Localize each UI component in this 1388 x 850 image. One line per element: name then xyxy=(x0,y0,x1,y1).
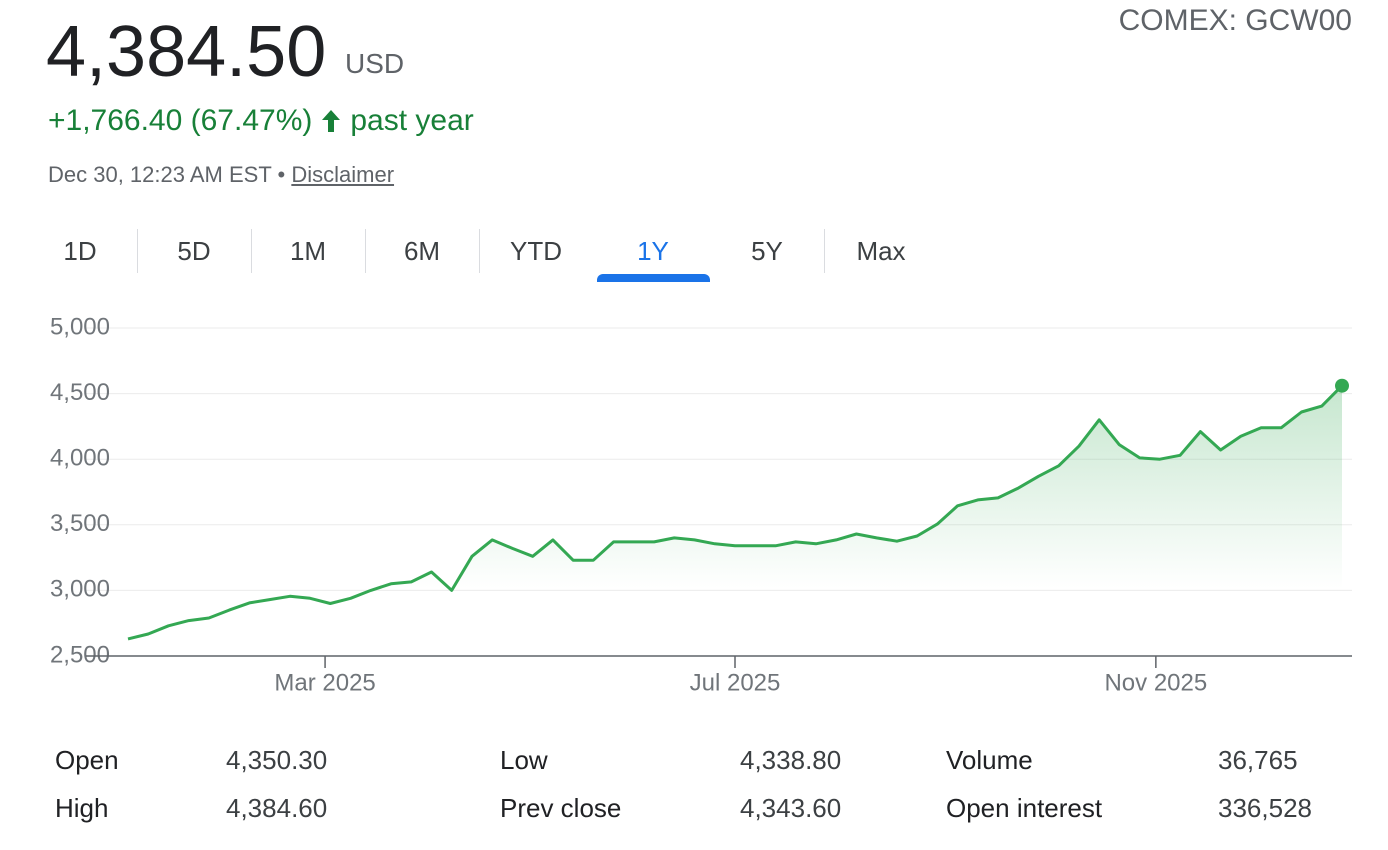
area xyxy=(128,385,1342,656)
date-row: Dec 30, 12:23 AM EST • Disclaimer xyxy=(48,162,394,188)
range-tab[interactable]: YTD xyxy=(510,236,562,266)
x-tick-label: Jul 2025 xyxy=(690,669,781,696)
stat-label: Open interest xyxy=(946,793,1103,823)
stat-label: Open xyxy=(55,745,119,775)
stat-value: 336,528 xyxy=(1218,793,1312,823)
stat-label: Low xyxy=(500,745,548,775)
price-line xyxy=(127,384,1344,641)
range-tab[interactable]: 1D xyxy=(63,236,97,266)
range-tab[interactable]: 1Y xyxy=(637,236,669,266)
range-tab[interactable]: 6M xyxy=(403,236,441,266)
tab-divider xyxy=(365,229,366,273)
range-tab[interactable]: 5Y xyxy=(751,236,783,266)
stat-label: Prev close xyxy=(500,793,622,823)
timestamp: Dec 30, 12:23 AM EST xyxy=(48,162,272,187)
x-tick-label: Mar 2025 xyxy=(274,669,375,696)
price: 4,384.50 xyxy=(46,12,327,92)
disclaimer-link[interactable]: Disclaimer xyxy=(291,162,395,187)
y-tick-label: 3,500 xyxy=(50,510,110,537)
range-tab[interactable]: Max xyxy=(856,236,906,266)
stat-value: 4,343.60 xyxy=(740,793,842,823)
stat-value: 36,765 xyxy=(1218,745,1298,775)
tab-divider xyxy=(824,229,825,273)
y-tick-label: 4,500 xyxy=(50,379,110,406)
chart: 2,500 3,000 3,500 4,000 4,500 5,000 Mar 2025 Ju… xyxy=(50,313,1352,696)
separator: • xyxy=(277,162,286,187)
y-tick-label: 5,000 xyxy=(50,313,110,340)
range-tab[interactable]: 5D xyxy=(177,236,211,266)
stat-label: Volume xyxy=(946,745,1033,775)
x-tick-label: Nov 2025 xyxy=(1104,669,1207,696)
active-tab-indicator xyxy=(597,274,710,282)
range-tab[interactable]: 1M xyxy=(289,236,327,266)
y-tick-label: 3,000 xyxy=(50,576,110,603)
tab-divider xyxy=(137,229,138,273)
up-arrow xyxy=(322,110,341,132)
stat-value: 4,384.60 xyxy=(226,793,328,823)
tab-divider xyxy=(479,229,480,273)
currency: USD xyxy=(345,48,405,79)
period: past year xyxy=(350,104,474,137)
change: +1,766.40 (67.47%) xyxy=(48,104,313,137)
y-tick-label: 4,000 xyxy=(50,445,110,472)
tab-divider xyxy=(251,229,252,273)
change-row: +1,766.40 (67.47%) past year xyxy=(48,104,474,138)
exchange: COMEX: GCW00 xyxy=(1118,4,1352,37)
last-point xyxy=(1335,378,1349,393)
stat-value: 4,350.30 xyxy=(226,745,328,775)
stat-value: 4,338.80 xyxy=(740,745,842,775)
stat-label: High xyxy=(55,793,109,823)
y-tick-label: 2,500 xyxy=(50,641,110,668)
